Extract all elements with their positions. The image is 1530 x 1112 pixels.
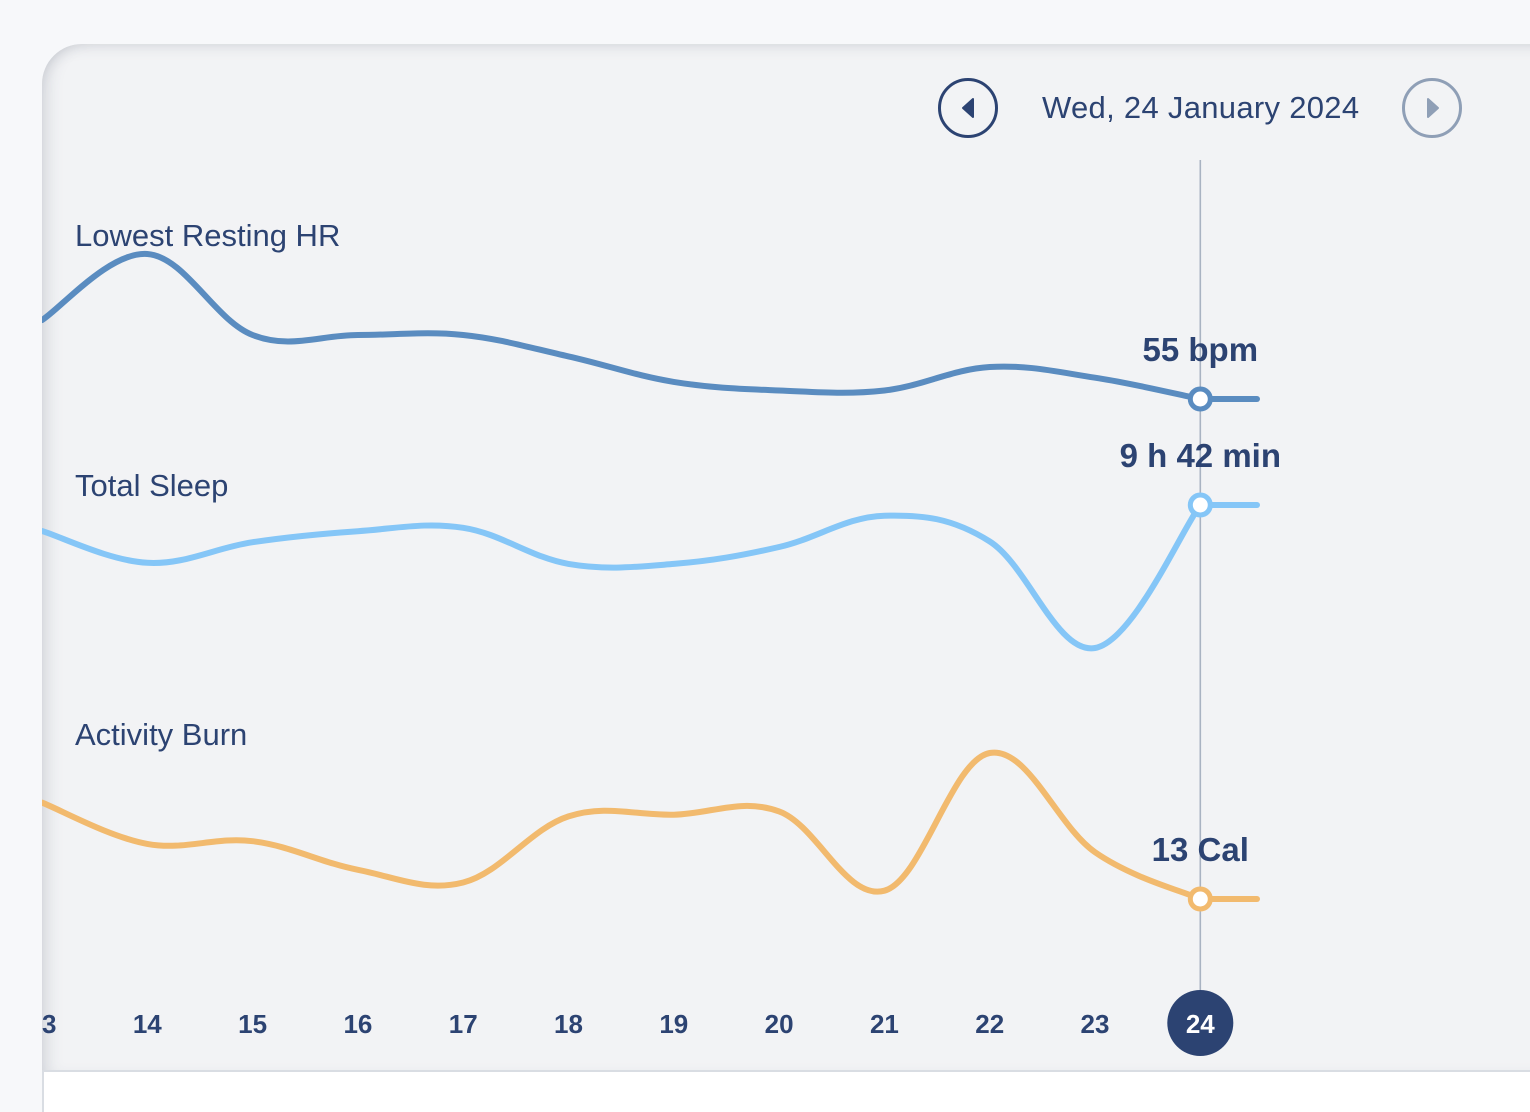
chevron-left-icon [962,98,974,118]
day-tick-21[interactable]: 21 [870,1009,899,1039]
metric-title-activity-burn: Activity Burn [75,717,248,752]
trend-chart: 55 bpm 9 h 42 min 13 Cal 13 14 15 16 17 18 19 20 21… [42,160,1281,1056]
bottom-panel [42,1070,1530,1112]
day-tick-17[interactable]: 17 [449,1009,478,1039]
chevron-right-icon [1427,98,1439,118]
day-tick-22[interactable]: 22 [975,1009,1004,1039]
previous-day-button[interactable] [938,78,998,138]
burn-current-value: 13 Cal [1152,831,1249,868]
burn-trend-line [42,749,1204,902]
next-day-button[interactable] [1402,78,1462,138]
day-tick-15[interactable]: 15 [238,1009,267,1039]
day-tick-23[interactable]: 23 [1081,1009,1110,1039]
trends-card: Wed, 24 January 2024 Lowest Resting HR T… [42,44,1530,1070]
selected-day-marker [1167,990,1234,1056]
day-tick-24[interactable]: 24 [1186,1009,1215,1039]
burn-current-point [1187,886,1213,912]
day-tick-20[interactable]: 20 [765,1009,794,1039]
hr-trend-line [42,250,1204,402]
day-tick-19[interactable]: 19 [659,1009,688,1039]
day-tick-18[interactable]: 18 [554,1009,583,1039]
sleep-current-point [1187,492,1213,518]
sleep-current-value: 9 h 42 min [1120,437,1281,474]
hr-current-value: 55 bpm [1143,331,1259,368]
metric-title-resting-hr: Lowest Resting HR [75,218,341,253]
day-tick-16[interactable]: 16 [343,1009,372,1039]
metric-title-total-sleep: Total Sleep [75,468,229,503]
day-tick-14[interactable]: 14 [133,1009,162,1039]
hr-current-point [1187,386,1213,412]
selected-date: Wed, 24 January 2024 [1042,90,1360,125]
day-tick-13[interactable]: 13 [42,1009,56,1039]
sleep-trend-line [42,502,1204,652]
